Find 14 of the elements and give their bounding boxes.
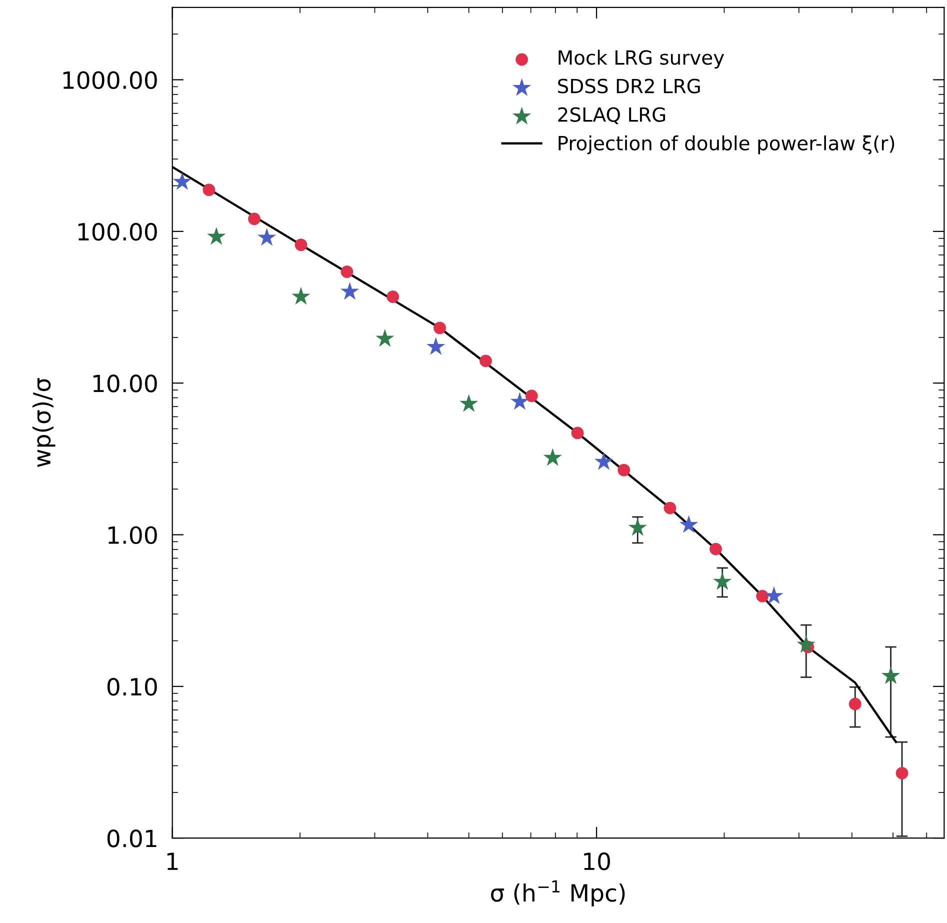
y-tick-label: 1000.00 bbox=[63, 71, 157, 90]
legend-label: Mock LRG survey bbox=[558, 50, 724, 69]
x-tick-label: 10 bbox=[584, 852, 610, 870]
y-axis-title: wp(σ)/σ bbox=[32, 378, 56, 468]
y-tick-label: 0.10 bbox=[107, 678, 157, 696]
y-tick-label: 0.01 bbox=[107, 830, 156, 848]
legend-label: 2SLAQ LRG bbox=[558, 107, 666, 124]
legend-label: SDSS DR2 LRG bbox=[558, 78, 700, 94]
legend-label: Projection of double power-law ξ(r) bbox=[558, 135, 894, 154]
y-tick-label: 100.00 bbox=[78, 222, 157, 241]
y-tick-label: 10.00 bbox=[93, 374, 157, 392]
y-tick-label: 1.00 bbox=[108, 526, 157, 544]
x-tick-label: 1 bbox=[167, 852, 178, 870]
x-axis-title: σ (h$^{−1}$ Mpc) bbox=[491, 880, 625, 906]
